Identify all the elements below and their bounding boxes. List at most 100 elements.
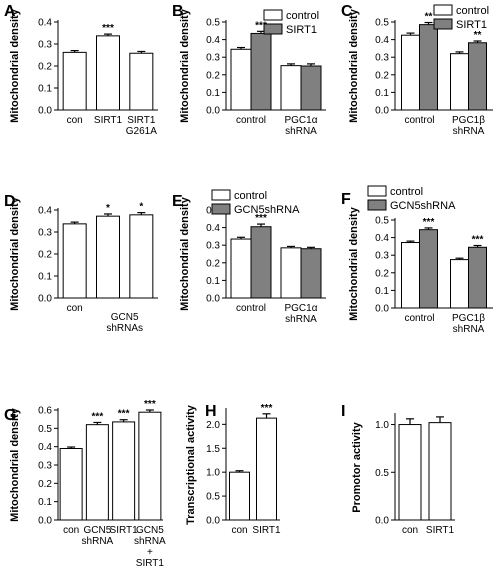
y-tick-label: 0.0 (375, 516, 389, 527)
bar (62, 223, 87, 299)
bar (112, 421, 136, 521)
significance-marker: *** (102, 23, 114, 34)
panel-label: B (172, 3, 184, 20)
category-label: shRNA (453, 126, 485, 137)
y-tick-label: 0.0 (38, 106, 52, 117)
y-tick-label: 0.3 (206, 53, 220, 64)
group-label: GCN5 (111, 312, 139, 323)
y-tick-label: 1.0 (206, 468, 220, 479)
bar (59, 448, 83, 521)
y-tick-label: 0.1 (38, 84, 52, 95)
panel-label: E (172, 193, 183, 210)
y-tick-label: 0.3 (375, 53, 389, 64)
y-tick-label: 1.5 (206, 444, 220, 455)
y-axis-label: Mitochondrial density (348, 8, 360, 123)
category-label: + (147, 547, 153, 558)
category-label: shRNA (82, 536, 114, 547)
bar (300, 65, 322, 111)
y-tick-label: 0.4 (206, 35, 220, 46)
y-tick-label: 0.1 (38, 272, 52, 283)
y-tick-label: 0.0 (206, 106, 220, 117)
y-axis-label: Mitochondrial density (9, 407, 21, 522)
y-tick-label: 0.5 (38, 424, 52, 435)
y-tick-label: 0.2 (38, 250, 52, 261)
bar (229, 471, 250, 521)
legend-swatch (433, 4, 453, 16)
bar (230, 238, 252, 299)
category-label: shRNA (134, 536, 166, 547)
y-tick-label: 0.4 (375, 233, 389, 244)
y-tick-label: 0.4 (38, 18, 52, 29)
legend-swatch (211, 203, 231, 215)
legend-entry: SIRT1 (286, 24, 317, 36)
bar (230, 48, 252, 111)
y-tick-label: 0.4 (206, 223, 220, 234)
y-tick-label: 0.6 (38, 406, 52, 417)
bar (250, 226, 272, 299)
bar (129, 52, 154, 111)
y-tick-label: 0.1 (375, 88, 389, 99)
y-axis-label: Mitochondrial density (9, 196, 21, 311)
bar (450, 259, 469, 309)
significance-marker: *** (118, 409, 130, 420)
category-label: SIRT1 (127, 115, 156, 126)
panel-label: A (4, 3, 16, 20)
panel-h: H Transcriptional activity 0.0 0.5 1.0 1.5 2.0… (185, 403, 281, 536)
y-axis-label: Mitochondrial density (9, 8, 21, 123)
category-label: control (404, 115, 434, 126)
y-tick-label: 0.5 (206, 18, 220, 29)
category-label: con (231, 525, 247, 536)
y-tick-label: 0.5 (375, 468, 389, 479)
group-label: shRNAs (106, 323, 143, 334)
category-label: SIRT1 (426, 525, 455, 536)
y-tick-label: 0.4 (375, 35, 389, 46)
significance-marker: *** (423, 217, 435, 228)
bar (419, 229, 438, 309)
y-tick-label: 0.1 (38, 497, 52, 508)
legend-swatch (367, 199, 387, 211)
bar (300, 248, 322, 299)
y-tick-label: 0.3 (206, 241, 220, 252)
category-label: PGC1α (284, 115, 317, 126)
bar (401, 242, 420, 309)
y-tick-label: 2.0 (206, 420, 220, 431)
category-label: con (67, 303, 83, 314)
bar (256, 417, 277, 521)
y-tick-label: 0.0 (375, 106, 389, 117)
panel-label: H (205, 403, 217, 420)
y-tick-label: 0.0 (206, 516, 220, 527)
significance-marker: * (106, 203, 110, 214)
category-label: con (67, 115, 83, 126)
y-tick-label: 0.0 (38, 294, 52, 305)
y-tick-label: 0.5 (375, 18, 389, 29)
category-label: PGC1α (284, 303, 317, 314)
category-label: shRNA (285, 314, 317, 325)
significance-marker: *** (144, 399, 156, 410)
bar (428, 422, 452, 521)
category-label: con (63, 525, 79, 536)
legend-swatch (263, 23, 283, 35)
legend-entry: control (286, 10, 319, 22)
y-tick-label: 0.0 (38, 516, 52, 527)
y-axis-label: Mitochondrial density (179, 196, 191, 311)
bar (129, 214, 154, 299)
category-label: SIRT1 (136, 558, 165, 569)
y-tick-label: 0.2 (375, 268, 389, 279)
bar (138, 411, 162, 521)
bar (280, 65, 302, 111)
y-tick-label: 1.0 (375, 420, 389, 431)
y-tick-label: 0.2 (38, 62, 52, 73)
legend-entry: control (390, 186, 423, 198)
panel-label: C (341, 3, 353, 20)
significance-marker: *** (255, 213, 267, 224)
y-tick-label: 0.0 (206, 294, 220, 305)
panel-label: D (4, 193, 16, 210)
y-tick-label: 0.2 (206, 70, 220, 81)
bar (96, 35, 120, 111)
bar (398, 424, 422, 521)
y-tick-label: 0.4 (38, 442, 52, 453)
category-label: GCN5 (136, 525, 164, 536)
panel-label: F (341, 191, 351, 208)
category-label: SIRT1 (110, 525, 139, 536)
